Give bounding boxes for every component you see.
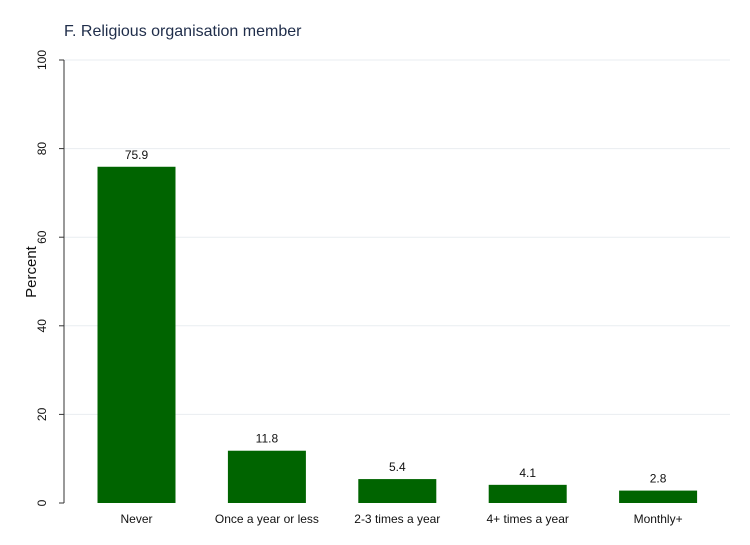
bar — [97, 166, 176, 503]
data-labels: 75.9 11.8 5.4 4.1 2.8 — [125, 148, 667, 486]
bar — [488, 484, 567, 503]
bar — [358, 479, 437, 503]
y-tick-label: 80 — [35, 142, 49, 156]
data-label: 75.9 — [125, 148, 149, 162]
chart-title: F. Religious organisation member — [64, 23, 302, 40]
y-tick-label: 20 — [35, 407, 49, 421]
y-tick-label: 60 — [35, 230, 49, 244]
y-tick-label: 100 — [35, 50, 49, 70]
x-tick-label: Never — [120, 512, 152, 526]
x-tick-label: 2-3 times a year — [354, 512, 440, 526]
y-axis-label: Percent — [23, 245, 40, 298]
data-label: 4.1 — [519, 466, 536, 480]
bar — [619, 490, 698, 503]
data-label: 11.8 — [256, 432, 279, 446]
data-label: 5.4 — [389, 460, 406, 474]
data-label: 2.8 — [650, 472, 667, 486]
x-tick-label: Monthly+ — [634, 512, 683, 526]
bars — [97, 166, 698, 503]
y-tick-label: 40 — [35, 319, 49, 333]
y-tick-label: 0 — [35, 499, 49, 506]
x-tick-labels: Never Once a year or less 2-3 times a year… — [120, 512, 682, 526]
y-ticks: 0 20 40 60 80 100 — [35, 50, 64, 506]
x-tick-label: Once a year or less — [215, 512, 319, 526]
x-tick-label: 4+ times a year — [487, 512, 569, 526]
bar — [227, 450, 306, 503]
